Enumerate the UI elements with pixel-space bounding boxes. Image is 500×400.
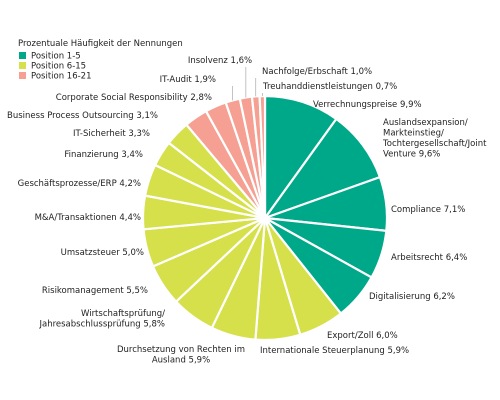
slice-label: Digitalisierung 6,2% — [369, 292, 455, 302]
legend-entry: Position 6-15 — [31, 62, 86, 72]
legend-swatch — [19, 52, 26, 59]
slice-label: Compliance 7,1% — [391, 205, 465, 215]
slice-label: Geschäftsprozesse/ERP 4,2% — [18, 179, 141, 189]
pie-slices — [141, 94, 389, 342]
slice-label: Risikomanagement 5,5% — [42, 286, 148, 296]
slice-label: Internationale Steuerplanung 5,9% — [260, 346, 409, 356]
legend-entry: Position 1-5 — [31, 52, 81, 62]
slice-label: Nachfolge/Erbschaft 1,0% — [262, 67, 372, 77]
legend-title: Prozentuale Häufigkeit der Nennungen — [18, 39, 183, 49]
slice-label: Verrechnungspreise 9,9% — [313, 100, 422, 110]
legend-swatch — [19, 62, 26, 69]
slice-label: Export/Zoll 6,0% — [327, 331, 398, 341]
slice-label: Durchsetzung von Rechten im Ausland 5,9% — [117, 345, 245, 366]
slice-label: Business Process Outsourcing 3,1% — [7, 111, 158, 121]
slice-label: Corporate Social Responsibility 2,8% — [56, 93, 212, 103]
slice-label: Insolvenz 1,6% — [188, 56, 252, 66]
legend-entry: Position 16-21 — [31, 72, 92, 82]
slice-label: Finanzierung 3,4% — [64, 150, 143, 160]
slice-label: Wirtschaftsprüfung/Jahresabschlussprüfun… — [38, 309, 165, 330]
pie-slice — [263, 94, 338, 222]
slice-labels: Verrechnungspreise 9,9% Auslandsexpansion… — [7, 56, 487, 366]
slice-label: M&A/Transaktionen 4,4% — [35, 213, 141, 223]
slice-label: Arbeitsrecht 6,4% — [391, 253, 467, 263]
pie-slice — [262, 117, 382, 221]
slice-label: Auslandsexpansion/Markteinstieg/Tochterg… — [382, 118, 487, 160]
slice-label: IT-Audit 1,9% — [160, 75, 216, 85]
legend: Prozentuale Häufigkeit der Nennungen Pos… — [18, 39, 183, 82]
pie-slice — [258, 94, 267, 219]
slice-label: Treuhanddienstleistungen 0,7% — [262, 82, 397, 92]
leader-lines — [232, 67, 263, 101]
slice-label: Umsatzsteuer 5,0% — [61, 248, 144, 258]
slice-label: IT-Sicherheit 3,3% — [73, 129, 150, 139]
legend-swatch — [19, 72, 26, 79]
